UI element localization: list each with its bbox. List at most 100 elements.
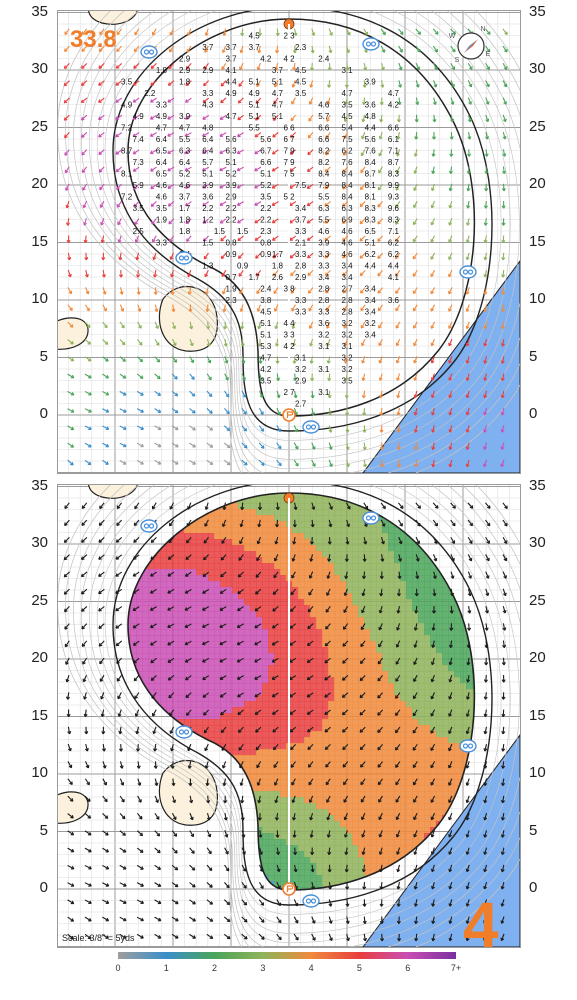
y-axis-label: 20 bbox=[31, 649, 48, 666]
slope-value: 2.8 bbox=[295, 262, 307, 271]
slope-value: 2.9 bbox=[179, 66, 191, 75]
slope-value: 8.1 bbox=[121, 170, 133, 179]
slope-value: 3.9 bbox=[202, 181, 214, 190]
slope-value: 6.4 bbox=[156, 158, 168, 167]
slope-value: 4.2 bbox=[260, 365, 272, 374]
slope-value: 1.8 bbox=[179, 227, 191, 236]
slope-value: 4.6 bbox=[156, 181, 168, 190]
slope-value: 6.4 bbox=[179, 158, 191, 167]
slope-value: 8.1 bbox=[365, 181, 377, 190]
y-axis-label: 25 bbox=[529, 117, 546, 135]
slope-value: 5.7 bbox=[202, 158, 214, 167]
y-axis-label: 35 bbox=[31, 2, 48, 20]
slope-value: 6.4 bbox=[156, 135, 168, 144]
slope-value: 3.9 bbox=[365, 78, 377, 87]
slope-value: 3.3 bbox=[295, 296, 307, 305]
slope-value: 5.1 bbox=[365, 239, 377, 248]
colorbar-label: 7+ bbox=[450, 963, 462, 973]
sprinkler-icon bbox=[140, 45, 158, 59]
slope-value: 5.1 bbox=[260, 319, 272, 328]
sprinkler-icon bbox=[302, 894, 320, 908]
slope-value: 8.7 bbox=[365, 170, 377, 179]
slope-value: 2.2 bbox=[202, 204, 214, 213]
slope-value: 4.4 bbox=[365, 262, 377, 271]
colorbar-label: 0 bbox=[115, 963, 121, 973]
bunker-left bbox=[58, 791, 89, 824]
slope-value: 4.8 bbox=[202, 124, 214, 133]
sprinkler-icon bbox=[302, 420, 320, 434]
hole-number: 4 bbox=[463, 889, 499, 961]
slope-value: 3.1 bbox=[318, 342, 330, 351]
colorbar-label: 4 bbox=[308, 963, 314, 973]
slope-value: 4.7 bbox=[225, 112, 237, 121]
slope-value: 1.9 bbox=[156, 216, 168, 225]
slope-value: 2.9 bbox=[295, 273, 307, 282]
slope-value: 6.5 bbox=[365, 227, 377, 236]
slope-value: 0.9 bbox=[237, 262, 249, 271]
slope-value: 4.3 bbox=[202, 101, 214, 110]
slope-value: 8.2 bbox=[318, 147, 330, 156]
slope-value: 4.2 bbox=[388, 101, 400, 110]
slope-value: 2.7 bbox=[341, 285, 353, 294]
bunker-center bbox=[158, 759, 218, 826]
slope-value: 3.7 bbox=[225, 43, 237, 52]
bunker-center bbox=[158, 285, 218, 352]
slope-value: 3.3 bbox=[318, 308, 330, 317]
slope-value: 7.1 bbox=[388, 227, 400, 236]
slope-value: 4.4 bbox=[225, 78, 237, 87]
slope-value: 4.9 bbox=[225, 89, 237, 98]
slope-value: 8.7 bbox=[388, 158, 400, 167]
slope-value: 2.3 bbox=[225, 296, 237, 305]
y-axis-label: 0 bbox=[529, 879, 538, 896]
slope-value: 3.4 bbox=[365, 285, 377, 294]
slope-value: 1.8 bbox=[179, 78, 191, 87]
fringe-outline bbox=[112, 485, 493, 906]
slope-value: 3.2 bbox=[295, 365, 307, 374]
y-axis-label: 20 bbox=[529, 175, 546, 192]
slope-value: 3.3 bbox=[202, 89, 214, 98]
slope-value: 8.4 bbox=[365, 158, 377, 167]
slope-value: 6.6 bbox=[388, 124, 400, 133]
slope-value: 4.6 bbox=[341, 250, 353, 259]
slope-value: 3.1 bbox=[341, 342, 353, 351]
approach-marker-icon bbox=[282, 408, 296, 422]
slope-value: 8.4 bbox=[341, 170, 353, 179]
scale-note: Scale: 3/8" = 5yds bbox=[62, 933, 135, 943]
slope-value: 6.6 bbox=[260, 158, 272, 167]
y-axis-label: 0 bbox=[529, 405, 538, 422]
slope-value: 1.8 bbox=[179, 216, 191, 225]
slope-value: 3.2 bbox=[341, 365, 353, 374]
sprinkler-icon bbox=[459, 739, 477, 753]
y-axis-label: 35 bbox=[529, 476, 546, 494]
slope-value: 3.5 bbox=[156, 204, 168, 213]
slope-value: 5.3 bbox=[260, 342, 272, 351]
y-axis-label: 5 bbox=[529, 347, 538, 365]
slope-arrows bbox=[63, 502, 508, 942]
slope-value: 5.7 bbox=[318, 112, 330, 121]
slope-value: 5.2 bbox=[179, 170, 191, 179]
slope-value: 5.6 bbox=[260, 135, 272, 144]
colorbar-label: 3 bbox=[260, 963, 266, 973]
y-axis-label: 10 bbox=[529, 764, 546, 781]
slope-value: 5.9 bbox=[133, 181, 145, 190]
slope-value: 5.1 bbox=[225, 158, 237, 167]
slope-value: 3.2 bbox=[365, 319, 377, 328]
slope-value: 3.2 bbox=[318, 331, 330, 340]
approach-marker-icon bbox=[282, 882, 296, 896]
slope-value: 4.9 bbox=[156, 112, 168, 121]
slope-value: 2.2 bbox=[225, 204, 237, 213]
slope-value: 5.1 bbox=[249, 101, 261, 110]
slope-value: 4.6 bbox=[179, 181, 191, 190]
slope-value: 2.5 bbox=[133, 227, 145, 236]
slope-value: 8.4 bbox=[318, 170, 330, 179]
slope-value: 1.5 bbox=[237, 227, 249, 236]
slope-value: 3.9 bbox=[179, 112, 191, 121]
water-hazard bbox=[362, 734, 520, 947]
slope-value: 5.5 bbox=[179, 135, 191, 144]
colorbar-label: 6 bbox=[405, 963, 411, 973]
sprinkler-icon bbox=[459, 265, 477, 279]
slope-value: 3.6 bbox=[202, 193, 214, 202]
slope-value: 5.1 bbox=[249, 112, 261, 121]
slope-value: 1.2 bbox=[202, 216, 214, 225]
slope-value: 4.7 bbox=[272, 89, 284, 98]
